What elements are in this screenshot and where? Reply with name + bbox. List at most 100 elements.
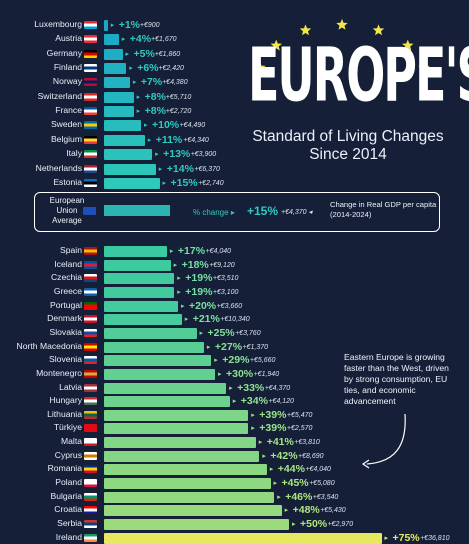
eu-average-abs-value: +€4,370 <box>281 209 307 216</box>
pct-change-label: +14% <box>166 162 194 175</box>
arrow-icon: ▸ <box>229 384 233 392</box>
star-icon <box>336 18 348 30</box>
flag-icon <box>84 397 97 406</box>
country-label: Denmark <box>47 313 82 324</box>
flag-icon <box>84 410 97 419</box>
country-label: Lithuania <box>47 408 82 419</box>
eu-pct-change-label: % change ▸ <box>193 208 235 217</box>
country-label: Montenegro <box>36 367 82 378</box>
pct-change-label: +5% <box>133 47 155 60</box>
flag-icon <box>84 506 97 515</box>
abs-change-label: +€36,810 <box>420 534 450 542</box>
eu-average-box <box>34 192 440 232</box>
country-label: Portugal <box>49 299 82 310</box>
arrow-icon: ▸ <box>132 79 137 87</box>
country-bar <box>104 341 204 353</box>
pct-change-label: +33% <box>237 381 265 394</box>
flag-icon <box>84 49 97 58</box>
abs-change-label: +€1,670 <box>151 36 177 44</box>
country-label: Czechia <box>50 272 82 283</box>
country-label: Hungary <box>49 395 82 406</box>
country-label: Bulgaria <box>50 490 82 501</box>
arrow-icon: ▸ <box>155 151 159 159</box>
star-icon <box>402 39 414 51</box>
country-bar <box>104 34 119 46</box>
country-bar <box>104 327 197 339</box>
abs-change-label: +€4,490 <box>179 122 206 130</box>
arrow-icon: ▸ <box>177 275 181 283</box>
arrow-icon: ▸ <box>158 165 163 173</box>
pct-change-label: +19% <box>185 272 213 285</box>
flag-icon <box>84 107 97 116</box>
country-bar <box>104 505 282 517</box>
country-label: Malta <box>60 436 82 447</box>
pct-change-label: +75% <box>392 531 420 544</box>
flag-icon <box>84 533 97 542</box>
pct-change-label: +10% <box>152 119 180 132</box>
country-label: Germany <box>46 47 82 58</box>
arrow-icon: ▸ <box>199 329 204 337</box>
country-label: Türkiye <box>53 422 82 433</box>
arrow-icon: ▸ <box>129 65 133 73</box>
abs-change-label: +€4,370 <box>264 384 291 392</box>
flag-icon <box>84 479 97 488</box>
pct-change-label: +34% <box>240 395 268 408</box>
pct-change-label: +27% <box>214 340 243 353</box>
arrow-icon: ▸ <box>384 534 389 542</box>
pct-change-label: +6% <box>137 62 159 75</box>
country-label: Iceland <box>54 258 82 269</box>
star-icon <box>418 61 430 70</box>
flag-icon <box>84 438 97 447</box>
country-label: Slovakia <box>49 326 82 337</box>
country-bar <box>104 382 227 394</box>
country-label: Latvia <box>59 381 82 392</box>
pct-change-label: +8% <box>144 90 166 103</box>
country-label: North Macedonia <box>16 340 82 351</box>
country-bar <box>104 532 382 544</box>
star-icon <box>299 24 312 36</box>
pct-change-label: +7% <box>140 76 163 89</box>
pct-change-label: +8% <box>144 105 166 118</box>
abs-change-label: +€4,380 <box>162 79 188 87</box>
pct-change-label: +18% <box>181 258 209 271</box>
country-label: Romania <box>47 463 82 474</box>
star-icon <box>270 39 282 51</box>
abs-change-label: +€900 <box>139 22 160 29</box>
abs-change-label: +€2,720 <box>165 108 192 116</box>
arrow-icon: ▸ <box>177 288 181 296</box>
arrow-icon: ▸ <box>162 179 167 187</box>
abs-change-label: +€10,340 <box>220 316 250 324</box>
pct-change-label: +19% <box>185 285 213 298</box>
arrow-icon: ▸ <box>136 93 141 101</box>
pct-change-label: +45% <box>281 477 309 490</box>
flag-icon <box>84 451 97 460</box>
country-label: Croatia <box>54 504 82 515</box>
arrow-icon: ▸ <box>292 521 296 528</box>
eu-pct-change-text: % change <box>193 208 229 217</box>
arrow-icon: ▸ <box>206 343 211 351</box>
abs-change-label: +€2,970 <box>327 521 354 528</box>
flag-icon <box>84 287 97 296</box>
country-bar <box>104 491 275 503</box>
country-label: Spain <box>60 245 82 255</box>
flag-icon <box>84 356 97 365</box>
pct-change-label: +39% <box>259 408 287 421</box>
arrow-icon: ▸ <box>173 261 178 269</box>
country-bar <box>104 396 230 408</box>
arrow-icon: ▸ <box>169 248 174 255</box>
flag-icon <box>84 260 97 269</box>
abs-change-label: +€1,940 <box>253 370 280 378</box>
flag-icon <box>84 178 97 187</box>
country-bar <box>104 91 134 103</box>
abs-change-label: +€3,540 <box>312 493 339 501</box>
country-label: Norway <box>52 76 82 87</box>
pct-change-label: +25% <box>207 326 235 339</box>
flag-icon <box>84 301 97 310</box>
arrow-icon: ▸ <box>214 357 218 365</box>
country-bar <box>104 106 134 118</box>
arrow-icon: ▸ <box>262 452 266 460</box>
abs-change-label: +€6,370 <box>194 165 220 173</box>
page-subtitle: Standard of Living Changes Since 2014 <box>252 128 444 163</box>
abs-change-label: +€5,660 <box>249 357 276 365</box>
country-label: Austria <box>55 33 82 44</box>
